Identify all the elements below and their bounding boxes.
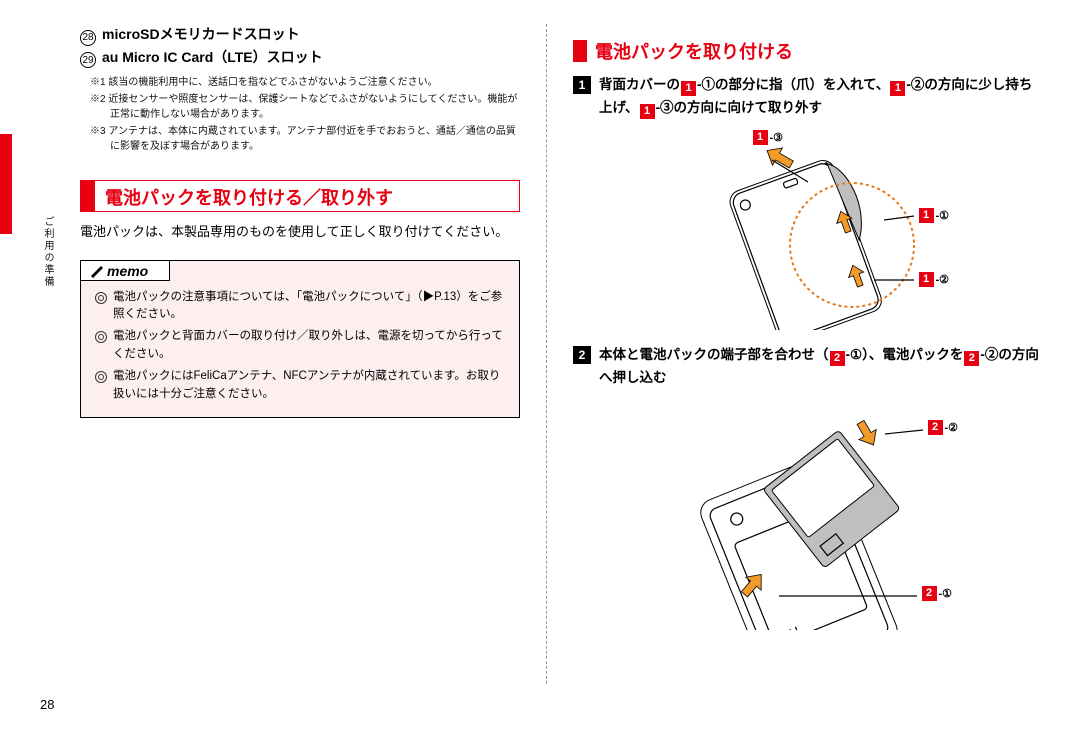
callout: 2-① xyxy=(921,586,953,601)
bullet-icon xyxy=(95,292,107,304)
item-text: microSDメモリカードスロット xyxy=(102,24,300,44)
item-number: 28 xyxy=(80,30,96,46)
memo-item: 電池パックの注意事項については、「電池パックについて」（▶P.13）をご参照くだ… xyxy=(95,289,505,325)
numbered-list: 28 microSDメモリカードスロット 29 au Micro IC Card… xyxy=(80,24,520,67)
step-body: 背面カバーの1-①の部分に指（爪）を入れて、1-②の方向に少し持ち上げ、1-③の… xyxy=(599,74,1040,120)
memo-title: memo xyxy=(107,263,148,279)
step-1: 1 背面カバーの1-①の部分に指（爪）を入れて、1-②の方向に少し持ち上げ、1-… xyxy=(573,74,1040,120)
phone-illustration xyxy=(652,130,962,330)
memo-heading: memo xyxy=(80,260,170,281)
memo-box: memo 電池パックの注意事項については、「電池パックについて」（▶P.13）を… xyxy=(80,260,520,419)
bullet-icon xyxy=(95,371,107,383)
heading-bar xyxy=(573,40,587,62)
heading-bar xyxy=(81,181,95,211)
memo-body: 電池パックの注意事項については、「電池パックについて」（▶P.13）をご参照くだ… xyxy=(81,281,519,418)
ref-badge: 1 xyxy=(640,104,655,119)
heading-text: 電池パックを取り付ける xyxy=(595,38,793,64)
section-heading-boxed: 電池パックを取り付ける／取り外す xyxy=(80,180,520,212)
left-column: 28 microSDメモリカードスロット 29 au Micro IC Card… xyxy=(40,24,520,694)
manual-page: ご利用の準備 28 microSDメモリカードスロット 29 au Micro … xyxy=(0,0,1080,734)
footnote: ※3 アンテナは、本体に内蔵されています。アンテナ部付近を手でおおうと、通話／通… xyxy=(90,124,520,154)
heading-text: 電池パックを取り付ける／取り外す xyxy=(95,181,403,211)
callout: 1-③ xyxy=(752,130,784,145)
ref-badge: 1 xyxy=(681,81,696,96)
footnote: ※2 近接センサーや照度センサーは、保護シートなどでふさがないようにしてください… xyxy=(90,92,520,122)
item-text: au Micro IC Card（LTE）スロット xyxy=(102,47,323,67)
ref-badge: 1 xyxy=(890,81,905,96)
list-item: 28 microSDメモリカードスロット xyxy=(80,24,520,45)
figure-2: 2-② 2-① xyxy=(637,400,977,630)
paragraph: 電池パックは、本製品専用のものを使用して正しく取り付けてください。 xyxy=(80,222,520,242)
memo-item: 電池パックと背面カバーの取り付け／取り外しは、電源を切ってから行ってください。 xyxy=(95,328,505,364)
bullet-icon xyxy=(95,331,107,343)
ref-badge: 2 xyxy=(830,351,845,366)
pencil-icon xyxy=(89,264,103,278)
step-number: 2 xyxy=(573,346,591,364)
side-tab xyxy=(0,134,12,234)
footnotes: ※1 該当の機能利用中に、送話口を指などでふさがないようご注意ください。 ※2 … xyxy=(90,75,520,154)
subheading: 電池パックを取り付ける xyxy=(573,38,1040,64)
step-number: 1 xyxy=(573,76,591,94)
ref-badge: 2 xyxy=(964,351,979,366)
callout: 1-② xyxy=(918,272,950,287)
column-divider xyxy=(546,24,547,684)
callout: 1-① xyxy=(918,208,950,223)
memo-item: 電池パックにはFeliCaアンテナ、NFCアンテナが内蔵されています。お取り扱い… xyxy=(95,368,505,404)
page-number: 28 xyxy=(40,697,54,712)
step-2: 2 本体と電池パックの端子部を合わせ（2-①）、電池パックを2-②の方向へ押し込… xyxy=(573,344,1040,390)
list-item: 29 au Micro IC Card（LTE）スロット xyxy=(80,47,520,68)
step-body: 本体と電池パックの端子部を合わせ（2-①）、電池パックを2-②の方向へ押し込む xyxy=(599,344,1040,390)
callout: 2-② xyxy=(927,420,959,435)
figure-1: 1-③ 1-① 1-② xyxy=(652,130,962,330)
item-number: 29 xyxy=(80,52,96,68)
right-column: 電池パックを取り付ける 1 背面カバーの1-①の部分に指（爪）を入れて、1-②の… xyxy=(573,24,1040,694)
footnote: ※1 該当の機能利用中に、送話口を指などでふさがないようご注意ください。 xyxy=(90,75,520,90)
